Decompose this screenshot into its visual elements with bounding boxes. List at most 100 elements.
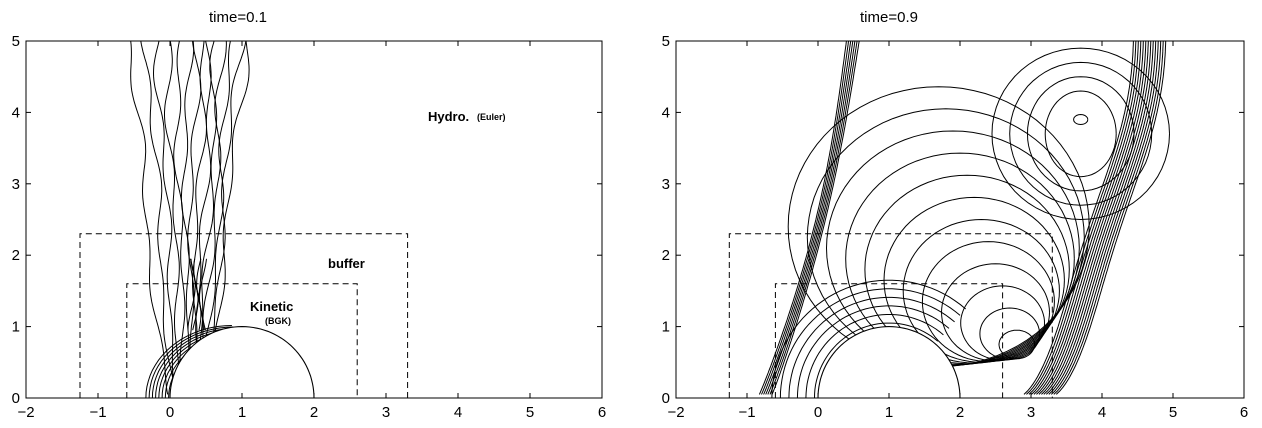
- y-tick-label: 3: [662, 176, 670, 193]
- axes: −2 −1 0 1 2 3 4 5 6 0 1 2 3 4 5: [662, 33, 1249, 421]
- contour-line: [152, 41, 177, 395]
- contour-line: [845, 152, 1075, 365]
- y-tick-label: 5: [12, 33, 20, 50]
- region-boxes: [728, 233, 1053, 398]
- x-tick-label: 6: [598, 404, 606, 421]
- contour-line: [796, 305, 950, 398]
- contour-line: [1033, 41, 1144, 395]
- x-tick-label: 3: [1027, 404, 1035, 421]
- contour-line: [788, 296, 955, 398]
- x-tick-label: −1: [89, 404, 106, 421]
- y-tick-label: 1: [662, 319, 670, 336]
- contour-line: [979, 307, 1040, 360]
- contour-line: [991, 47, 1170, 221]
- x-tick-label: 5: [1169, 404, 1177, 421]
- x-tick-label: 6: [1240, 404, 1248, 421]
- panel-time-0-1: time=0.1 −2 −1 0 1 2 3 4 5 6 0 1 2 3 4 5 Hydro. (Euler…: [12, 9, 607, 421]
- contour-line: [1048, 41, 1159, 395]
- contour-line: [761, 41, 849, 395]
- contour-line: [140, 41, 176, 395]
- annotation-kinetic: Kinetic: [250, 299, 293, 314]
- contour-line: [164, 41, 180, 395]
- contour-line: [767, 41, 856, 395]
- contour-line: [198, 258, 207, 331]
- y-tick-label: 4: [12, 104, 20, 121]
- contour-line: [1043, 41, 1154, 395]
- x-tick-label: 2: [956, 404, 964, 421]
- region-buffer-box: [79, 233, 409, 398]
- contour-line: [130, 41, 169, 395]
- axes: −2 −1 0 1 2 3 4 5 6 0 1 2 3 4 5: [12, 33, 607, 421]
- y-tick-label: 1: [12, 319, 20, 336]
- panel-title: time=0.1: [209, 9, 267, 26]
- x-tick-label: 0: [814, 404, 822, 421]
- contour-line: [940, 263, 1050, 362]
- contour-line: [864, 174, 1070, 365]
- contour-line: [998, 329, 1035, 360]
- contour-line: [1050, 41, 1162, 395]
- annotation-bgk: (BGK): [265, 316, 291, 326]
- contour-line: [825, 130, 1080, 366]
- panel-time-0-9: time=0.9 −2 −1 0 1 2 3 4 5 6 0 1 2 3 4 5: [662, 9, 1249, 421]
- plot-frame: [25, 40, 603, 399]
- contour-line: [1026, 41, 1137, 395]
- y-tick-label: 2: [662, 247, 670, 264]
- contour-line: [1009, 61, 1153, 206]
- contour-line: [960, 285, 1045, 361]
- contour-line: [883, 196, 1065, 364]
- x-tick-label: 4: [454, 404, 462, 421]
- x-tick-label: 1: [885, 404, 893, 421]
- x-tick-label: 0: [166, 404, 174, 421]
- annotation-buffer: buffer: [328, 256, 365, 271]
- x-tick-label: 2: [310, 404, 318, 421]
- contour-line: [771, 41, 860, 395]
- y-tick-label: 2: [12, 247, 20, 264]
- contour-line: [187, 41, 202, 395]
- y-tick-label: 5: [662, 33, 670, 50]
- contour-line: [195, 41, 212, 395]
- region-boxes: [79, 233, 409, 398]
- x-tick-label: 4: [1098, 404, 1106, 421]
- contour-line: [769, 41, 858, 395]
- contour-line: [190, 41, 208, 395]
- contour-line: [1041, 41, 1152, 395]
- contour-line: [1045, 41, 1157, 395]
- contour-line: [151, 328, 235, 398]
- contour-line: [1026, 76, 1135, 192]
- region-kinetic-box: [126, 283, 358, 398]
- contour-line: [1036, 41, 1147, 395]
- cylinder-outline: [169, 326, 315, 399]
- y-tick-label: 0: [12, 390, 20, 407]
- x-tick-label: 5: [526, 404, 534, 421]
- cylinder: [169, 326, 315, 399]
- plot-frame: [675, 40, 1245, 399]
- contour-line: [145, 325, 232, 398]
- panel-title: time=0.9: [860, 9, 918, 26]
- x-tick-label: −2: [17, 404, 34, 421]
- contour-line: [902, 218, 1060, 363]
- annotation-hydro: Hydro.: [428, 109, 469, 124]
- contour-line: [148, 326, 234, 398]
- region-buffer-box: [728, 233, 1053, 398]
- contour-line: [1055, 41, 1167, 395]
- contour-lines: [758, 41, 1170, 398]
- cylinder: [817, 326, 961, 399]
- contour-line: [173, 41, 186, 395]
- y-tick-label: 3: [12, 176, 20, 193]
- x-tick-label: −1: [738, 404, 755, 421]
- x-tick-label: −2: [667, 404, 684, 421]
- contour-line: [806, 108, 1085, 367]
- annotation-euler: (Euler): [477, 112, 506, 122]
- x-tick-label: 3: [382, 404, 390, 421]
- x-tick-label: 1: [238, 404, 246, 421]
- contour-line: [779, 288, 961, 398]
- y-tick-label: 0: [662, 390, 670, 407]
- contour-line: [814, 322, 939, 398]
- contour-line: [765, 41, 854, 395]
- contour-line: [787, 86, 1090, 368]
- contour-line: [1038, 41, 1149, 395]
- contour-line: [1023, 41, 1134, 395]
- secondary-vortex: [1073, 113, 1089, 126]
- y-tick-label: 4: [662, 104, 670, 121]
